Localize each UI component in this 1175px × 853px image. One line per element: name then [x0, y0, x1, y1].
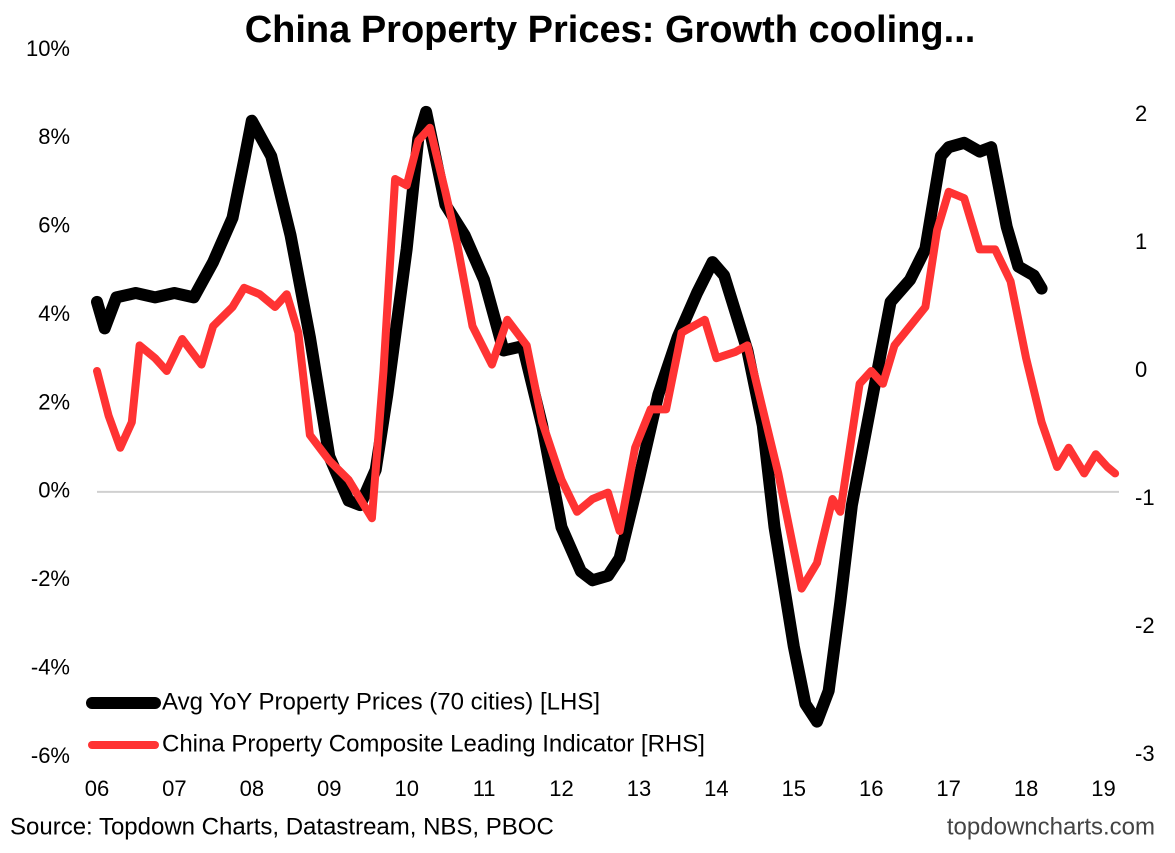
y2-tick-label: -2	[1135, 613, 1155, 638]
watermark: topdowncharts.com	[947, 813, 1155, 840]
x-tick-label: 15	[782, 776, 806, 801]
x-tick-label: 13	[627, 776, 651, 801]
y2-tick-label: -1	[1135, 485, 1155, 510]
series-line	[93, 123, 1120, 593]
y-tick-label: 6%	[38, 213, 70, 238]
y-tick-label: 4%	[38, 301, 70, 326]
x-tick-label: 19	[1091, 776, 1115, 801]
y-tick-label: 10%	[26, 36, 70, 61]
y2-tick-label: 0	[1135, 357, 1147, 382]
y2-tick-label: 1	[1135, 229, 1147, 254]
legend-label: China Property Composite Leading Indicat…	[162, 730, 705, 757]
x-tick-label: 14	[704, 776, 728, 801]
y-tick-label: -2%	[31, 566, 70, 591]
x-tick-label: 10	[394, 776, 418, 801]
series-line	[91, 105, 1048, 728]
y-tick-label: -4%	[31, 654, 70, 679]
y-tick-label: 0%	[38, 478, 70, 503]
y-tick-label: 8%	[38, 124, 70, 149]
chart-title: China Property Prices: Growth cooling...	[245, 9, 976, 51]
y-tick-label: 2%	[38, 389, 70, 414]
source: Source: Topdown Charts, Datastream, NBS,…	[10, 813, 554, 840]
x-tick-label: 18	[1014, 776, 1038, 801]
x-tick-label: 17	[936, 776, 960, 801]
x-tick-label: 16	[859, 776, 883, 801]
y2-tick-label: -3	[1135, 741, 1155, 766]
x-tick-label: 12	[549, 776, 573, 801]
legend-label: Avg YoY Property Prices (70 cities) [LHS…	[162, 688, 600, 715]
x-tick-label: 06	[85, 776, 109, 801]
x-tick-label: 08	[240, 776, 264, 801]
x-tick-label: 07	[162, 776, 186, 801]
x-tick-label: 11	[473, 776, 496, 801]
x-tick-label: 09	[317, 776, 341, 801]
y2-tick-label: 2	[1135, 101, 1147, 126]
y-tick-label: -6%	[31, 743, 70, 768]
